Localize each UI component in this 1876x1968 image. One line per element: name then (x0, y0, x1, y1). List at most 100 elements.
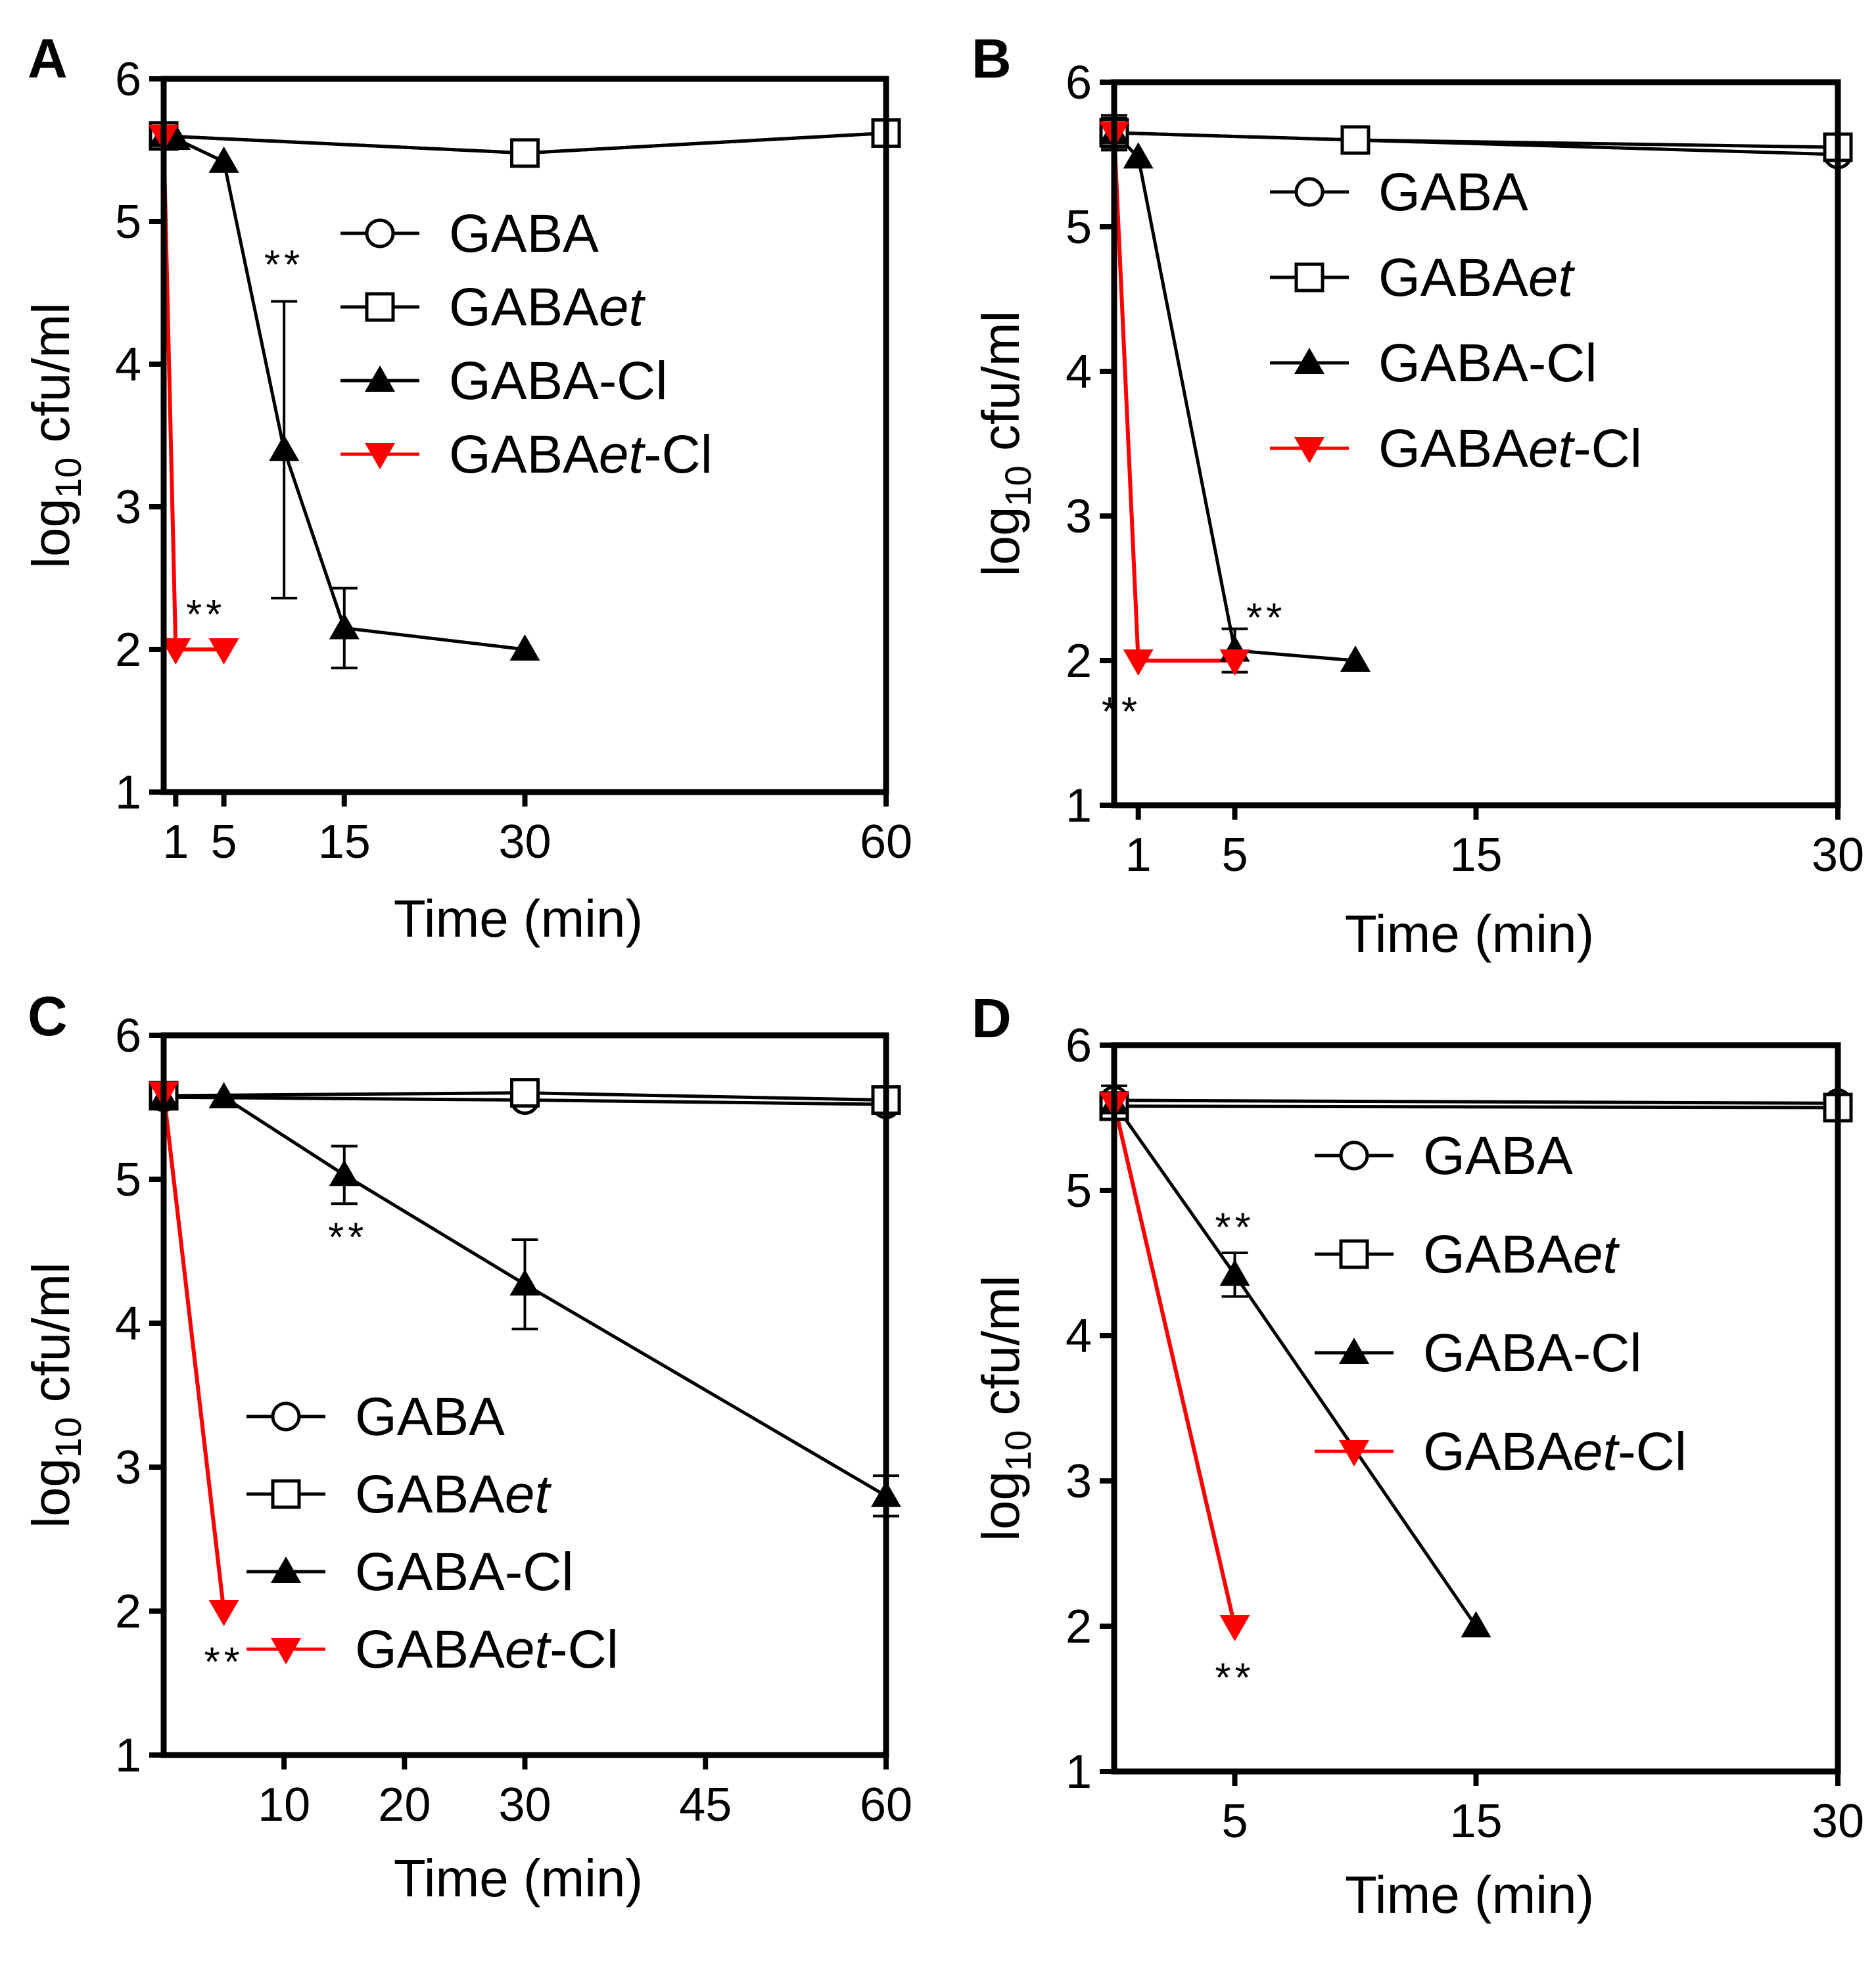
panel-a-x-axis-title: Time (min) (394, 889, 643, 948)
panel-c-plot-frame (160, 1032, 889, 1758)
panel-c-significance-label: ** (328, 1215, 367, 1261)
panel-c-point-square (510, 1078, 540, 1108)
panel-a-plot-frame (160, 76, 889, 795)
panel-c-point-triangle-down (208, 1600, 239, 1626)
panel-b-y-tick-label: 3 (1066, 490, 1092, 543)
panel-b-y-axis-title: log10 cfu/ml (972, 311, 1039, 577)
panel-b-y-tick-label: 1 (1066, 780, 1092, 832)
panel-a-x-tick-label: 60 (860, 816, 912, 868)
panel-d-series-triangle-line (1112, 1102, 1237, 1627)
panel-c-legend-square-icon (271, 1479, 301, 1509)
panel-d-y-tick-label: 5 (1066, 1165, 1092, 1217)
panel-d-legend-triangle-icon (1339, 1338, 1369, 1364)
panel-b-point-triangle-up (1340, 645, 1371, 672)
panel-b-plot-frame (1111, 79, 1841, 808)
panel-a-legend-triangle-icon (365, 365, 395, 392)
panel-c-y-tick-label: 3 (115, 1441, 141, 1494)
panel-d-y-tick-label: 4 (1066, 1310, 1092, 1363)
panel-a-x-tick-label: 15 (318, 816, 371, 868)
panel-a-point-triangle-down (160, 638, 191, 665)
panel-b-x-tick-label: 30 (1812, 829, 1864, 881)
panel-c-y-tick-label: 5 (115, 1154, 141, 1206)
panel-b-legend-label: GABA (1378, 162, 1528, 222)
panel-b-legend-circle-icon (1294, 177, 1325, 207)
panel-b-series-triangle-line (1112, 132, 1235, 663)
panel-c-legend-label: GABAet (355, 1464, 551, 1524)
panel-d-letter: D (972, 987, 1012, 1049)
panel-d-point-triangle-down (1219, 1615, 1250, 1641)
panel-a-y-tick-label: 5 (115, 196, 141, 248)
panel-a-legend-label: GABAet-Cl (449, 425, 713, 484)
panel-a-y-tick-label: 3 (115, 481, 141, 534)
panel-a-point-triangle-up (208, 146, 239, 173)
panel-a-letter: A (28, 28, 68, 89)
panel-a-point-square (510, 138, 540, 168)
panel-b-letter: B (972, 28, 1012, 89)
panel-c-legend-label: GABAet-Cl (355, 1620, 619, 1679)
panel-b-x-tick-label: 5 (1221, 829, 1248, 881)
panel-a-x-tick-label: 1 (162, 816, 189, 868)
panel-c-legend-circle-icon (271, 1401, 301, 1432)
panel-a-series-triangle-line (162, 135, 224, 651)
panel-a-legend-label: GABA (449, 204, 599, 264)
panel-b-legend-label: GABAet (1378, 248, 1575, 308)
panel-d-legend-label: GABAet (1423, 1225, 1620, 1284)
panel-a-significance-label: ** (264, 243, 304, 288)
panel-b-significance-label: ** (1246, 596, 1286, 641)
panel-c-x-tick-label: 10 (258, 1779, 310, 1831)
panel-a-y-tick-label: 4 (115, 339, 141, 391)
panel-b-legend-square-icon (1294, 262, 1325, 293)
panel-a-legend-triangle-icon (365, 443, 395, 469)
panel-a-legend-square-icon (365, 292, 395, 322)
panel-b-y-tick-label: 6 (1066, 57, 1092, 109)
panel-d-legend-label: GABAet-Cl (1423, 1422, 1687, 1482)
panel-a-legend-label: GABAet (449, 277, 645, 337)
panel-c-significance-label: ** (204, 1640, 243, 1685)
panel-c-letter: C (28, 985, 68, 1047)
panel-d-legend-label: GABA-Cl (1423, 1323, 1642, 1383)
panel-c-x-tick-label: 60 (860, 1779, 912, 1831)
panel-c-legend-label: GABA-Cl (355, 1542, 574, 1602)
panel-c-y-tick-label: 4 (115, 1298, 141, 1350)
panel-a-point-triangle-up (329, 613, 360, 640)
panel-b-y-tick-label: 4 (1066, 346, 1092, 398)
panel-a-point-triangle-up (269, 434, 300, 461)
panel-d-y-tick-label: 2 (1066, 1601, 1092, 1653)
panel-c-y-tick-label: 2 (115, 1585, 141, 1638)
panel-a-y-tick-label: 1 (115, 766, 141, 819)
panel-a-y-tick-label: 6 (115, 53, 141, 106)
panel-c-point-triangle-up (208, 1082, 239, 1109)
panel-a-x-tick-label: 30 (498, 816, 551, 868)
panel-d-point-triangle-up (1461, 1611, 1491, 1637)
panel-c-y-tick-label: 6 (115, 1010, 141, 1062)
panel-b-legend-triangle-icon (1294, 348, 1325, 374)
panel-d-y-tick-label: 1 (1066, 1746, 1092, 1798)
panel-d-y-tick-label: 6 (1066, 1019, 1092, 1072)
panel-c-y-tick-label: 1 (115, 1729, 141, 1782)
panel-d-x-tick-label: 5 (1221, 1795, 1248, 1848)
panel-d-y-axis-title: log10 cfu/ml (972, 1275, 1039, 1541)
panel-c-x-tick-label: 20 (378, 1779, 431, 1831)
panel-b-point-triangle-down (1219, 649, 1250, 676)
panel-c-legend-label: GABA (355, 1387, 505, 1447)
panel-b-point-triangle-down (1123, 649, 1154, 676)
panel-b-x-tick-label: 1 (1125, 829, 1152, 881)
panel-a-point-triangle-up (509, 634, 540, 661)
panel-a-y-axis-title: log10 cfu/ml (22, 302, 89, 569)
panel-d-significance-label: ** (1215, 1205, 1254, 1250)
panel-a-point-triangle-down (208, 638, 239, 665)
panel-b-legend-label: GABA-Cl (1378, 333, 1597, 393)
panel-d-y-tick-label: 3 (1066, 1455, 1092, 1508)
panel-d-plot-frame (1111, 1042, 1841, 1775)
panel-c-x-axis-title: Time (min) (394, 1849, 643, 1908)
panel-d-legend-label: GABA (1423, 1126, 1573, 1186)
panel-d-point-triangle-up (1219, 1259, 1250, 1286)
panel-c-series-triangle-line (162, 1092, 226, 1612)
panel-b-y-tick-label: 2 (1066, 635, 1092, 688)
panel-c-y-axis-title: log10 cfu/ml (22, 1262, 89, 1528)
panel-b-y-tick-label: 5 (1066, 201, 1092, 254)
